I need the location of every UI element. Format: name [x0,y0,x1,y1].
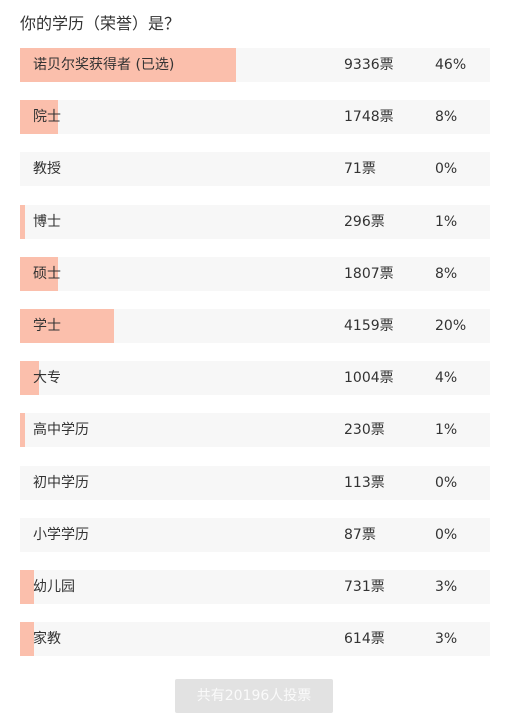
option-row[interactable]: 高中学历 230票 1% [20,413,490,448]
option-label: 院士 [33,109,61,126]
vote-percent: 1% [435,213,458,230]
percent-bar [20,413,25,448]
option-row[interactable]: 博士 296票 1% [20,204,490,239]
option-row[interactable]: 学士 4159票 20% [20,309,490,343]
option-row[interactable]: 小学学历 87票 0% [20,517,490,552]
vote-percent: 0% [435,474,458,491]
vote-count: 71票 [344,161,376,178]
vote-count: 1748票 [344,109,394,126]
vote-percent: 3% [435,631,458,648]
vote-count: 87票 [344,526,376,543]
percent-bar [20,204,25,239]
option-row[interactable]: 院士 1748票 8% [20,100,490,135]
poll-title: 你的学历（荣誉）是？ [20,14,181,33]
option-label: 初中学历 [33,474,89,491]
option-label: 高中学历 [33,422,89,439]
option-row[interactable]: 幼儿园 731票 3% [20,570,490,604]
vote-percent: 1% [435,422,458,439]
option-row[interactable]: 教授 71票 0% [20,152,490,187]
vote-count: 9336票 [344,57,394,73]
vote-percent: 46% [435,57,467,73]
option-label: 学士 [33,318,61,334]
vote-percent: 0% [435,161,458,178]
total-button[interactable]: 共有20196人投票 [175,679,333,713]
option-row[interactable]: 大专 1004票 4% [20,361,490,396]
option-label: 教授 [33,161,61,178]
vote-count: 4159票 [344,318,394,334]
vote-count: 113票 [344,474,385,491]
vote-percent: 4% [435,370,458,387]
option-label: 博士 [33,213,61,230]
percent-bar [20,100,58,135]
percent-bar [20,309,114,343]
percent-bar [20,622,35,657]
vote-count: 1004票 [344,370,394,387]
vote-percent: 8% [435,109,458,126]
option-label: 小学学历 [33,526,89,543]
percent-bar [20,361,39,396]
vote-count: 614票 [344,631,385,648]
percent-bar [20,48,237,82]
vote-count: 296票 [344,213,385,230]
vote-count: 230票 [344,422,385,439]
vote-percent: 20% [435,318,467,334]
option-label: 大专 [33,370,61,387]
option-row[interactable]: 硕士 1807票 8% [20,256,490,291]
vote-percent: 0% [435,526,458,543]
option-label: 硕士 [33,265,61,282]
option-row[interactable]: 初中学历 113票 0% [20,465,490,500]
option-row[interactable]: 诺贝尔奖获得者 (已选) 9336票 46% [20,48,490,82]
option-label: 幼儿园 [33,579,75,595]
vote-percent: 8% [435,265,458,282]
percent-bar [20,256,58,291]
vote-count: 731票 [344,579,385,595]
percent-bar [20,570,35,604]
vote-percent: 3% [435,579,458,595]
option-label: 家教 [33,631,61,648]
vote-count: 1807票 [344,265,394,282]
option-label: 诺贝尔奖获得者 (已选) [33,57,175,73]
option-row[interactable]: 家教 614票 3% [20,622,490,657]
